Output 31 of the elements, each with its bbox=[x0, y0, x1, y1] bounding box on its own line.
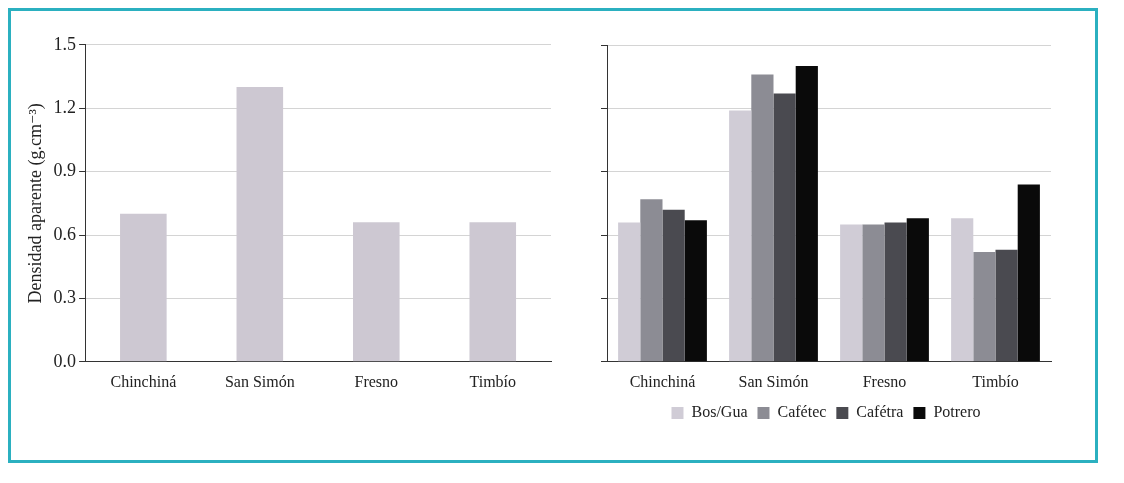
y-tick-label: 0.3 bbox=[53, 287, 77, 308]
x-tick-label: Timbío bbox=[469, 372, 517, 390]
legend-label: Cafétec bbox=[777, 403, 827, 421]
x-tick-label: San Simón bbox=[738, 372, 809, 390]
bar bbox=[884, 222, 907, 362]
y-tick-label: 0.0 bbox=[53, 350, 77, 371]
y-axis-title: Densidad aparente (g.cm⁻³) bbox=[24, 103, 46, 304]
bar bbox=[973, 251, 996, 362]
bar bbox=[640, 199, 663, 362]
y-tick-label: 1.2 bbox=[53, 96, 77, 117]
bar bbox=[995, 249, 1018, 362]
bar bbox=[906, 218, 929, 362]
x-tick-label: Timbío bbox=[972, 372, 1019, 390]
x-tick-label: Chinchiná bbox=[629, 372, 696, 390]
legend-label: Bos/Gua bbox=[691, 403, 748, 421]
x-tick-label: Fresno bbox=[862, 372, 907, 390]
bar bbox=[662, 209, 685, 362]
bar bbox=[862, 224, 885, 362]
bar bbox=[684, 220, 707, 362]
y-tick-label: 0.9 bbox=[53, 160, 77, 181]
x-tick-label: Chinchiná bbox=[110, 372, 177, 390]
bar bbox=[1017, 184, 1040, 362]
bar bbox=[773, 93, 796, 362]
x-tick-label: San Simón bbox=[224, 372, 295, 390]
y-tick-label: 0.6 bbox=[53, 223, 77, 244]
bar bbox=[795, 66, 818, 362]
x-tick-label: Fresno bbox=[354, 372, 399, 390]
legend-label: Cafétra bbox=[856, 403, 904, 421]
y-tick-label: 1.5 bbox=[53, 33, 77, 54]
bar bbox=[751, 74, 774, 362]
legend-label: Potrero bbox=[933, 403, 981, 421]
